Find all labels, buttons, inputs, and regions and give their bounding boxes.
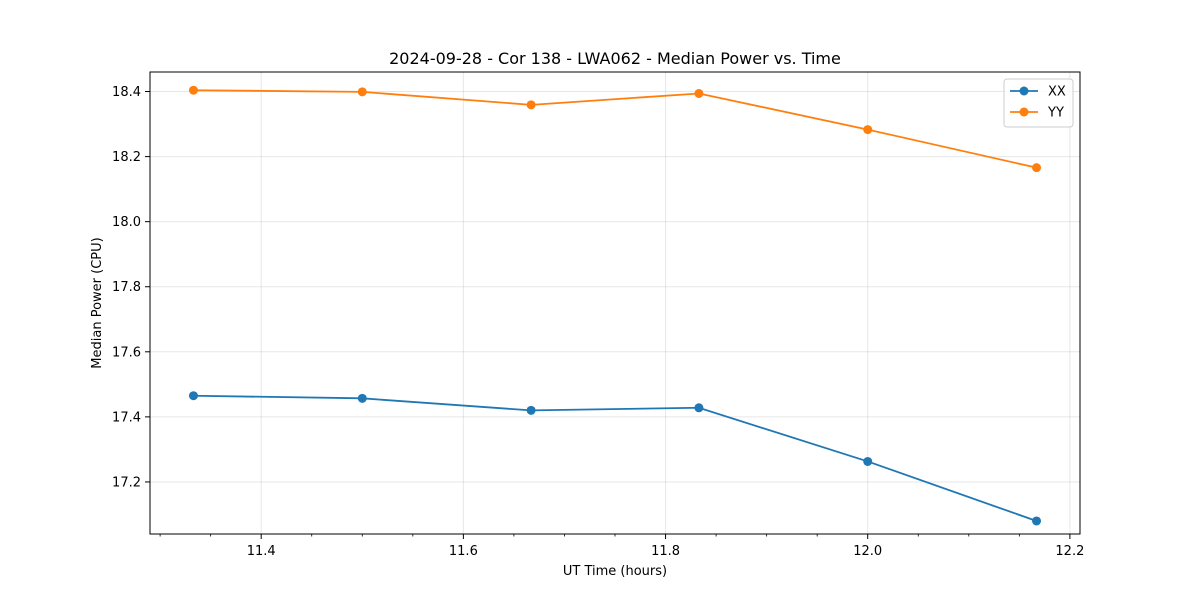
- legend-marker-xx: [1019, 86, 1029, 96]
- x-tick-label: 11.6: [449, 544, 478, 559]
- legend-label-xx: XX: [1048, 85, 1066, 100]
- legend-marker-yy: [1019, 107, 1029, 117]
- data-point-yy: [357, 87, 367, 97]
- data-point-yy: [694, 88, 704, 98]
- chart-title: 2024-09-28 - Cor 138 - LWA062 - Median P…: [389, 49, 841, 68]
- y-tick-label: 18.2: [112, 150, 141, 165]
- legend-label-yy: YY: [1047, 106, 1064, 121]
- data-point-xx: [526, 405, 536, 415]
- x-tick-label: 11.4: [247, 544, 276, 559]
- data-point-yy: [188, 85, 198, 95]
- data-point-yy: [1032, 163, 1042, 173]
- data-point-xx: [1032, 516, 1042, 526]
- grid-lines: [150, 72, 1080, 534]
- x-tick-label: 11.8: [651, 544, 680, 559]
- y-tick-label: 18.4: [112, 85, 141, 100]
- y-axis-label: Median Power (CPU): [90, 237, 105, 368]
- data-point-xx: [694, 403, 704, 413]
- data-point-xx: [357, 393, 367, 403]
- y-tick-label: 17.2: [112, 475, 141, 490]
- series-line-yy: [193, 89, 1037, 169]
- x-tick-label: 12.0: [853, 544, 882, 559]
- data-point-xx: [188, 391, 198, 401]
- y-tick-label: 17.4: [112, 410, 141, 425]
- x-axis: 11.4 11.6 11.8 12.0 12.2: [159, 534, 1084, 559]
- y-tick-label: 18.0: [112, 215, 141, 230]
- series-layer: [188, 85, 1042, 526]
- y-tick-label: 17.8: [112, 280, 141, 295]
- series-line-xx: [193, 394, 1037, 522]
- legend: XX YY: [1003, 78, 1074, 128]
- data-point-xx: [863, 456, 873, 466]
- data-point-yy: [526, 100, 536, 110]
- y-axis: 17.2 17.4 17.6 17.8 18.0 18.2 18.4: [112, 85, 150, 490]
- y-tick-label: 17.6: [112, 345, 141, 360]
- x-tick-label: 12.2: [1055, 544, 1084, 559]
- x-axis-label: UT Time (hours): [563, 564, 667, 579]
- data-point-yy: [863, 125, 873, 135]
